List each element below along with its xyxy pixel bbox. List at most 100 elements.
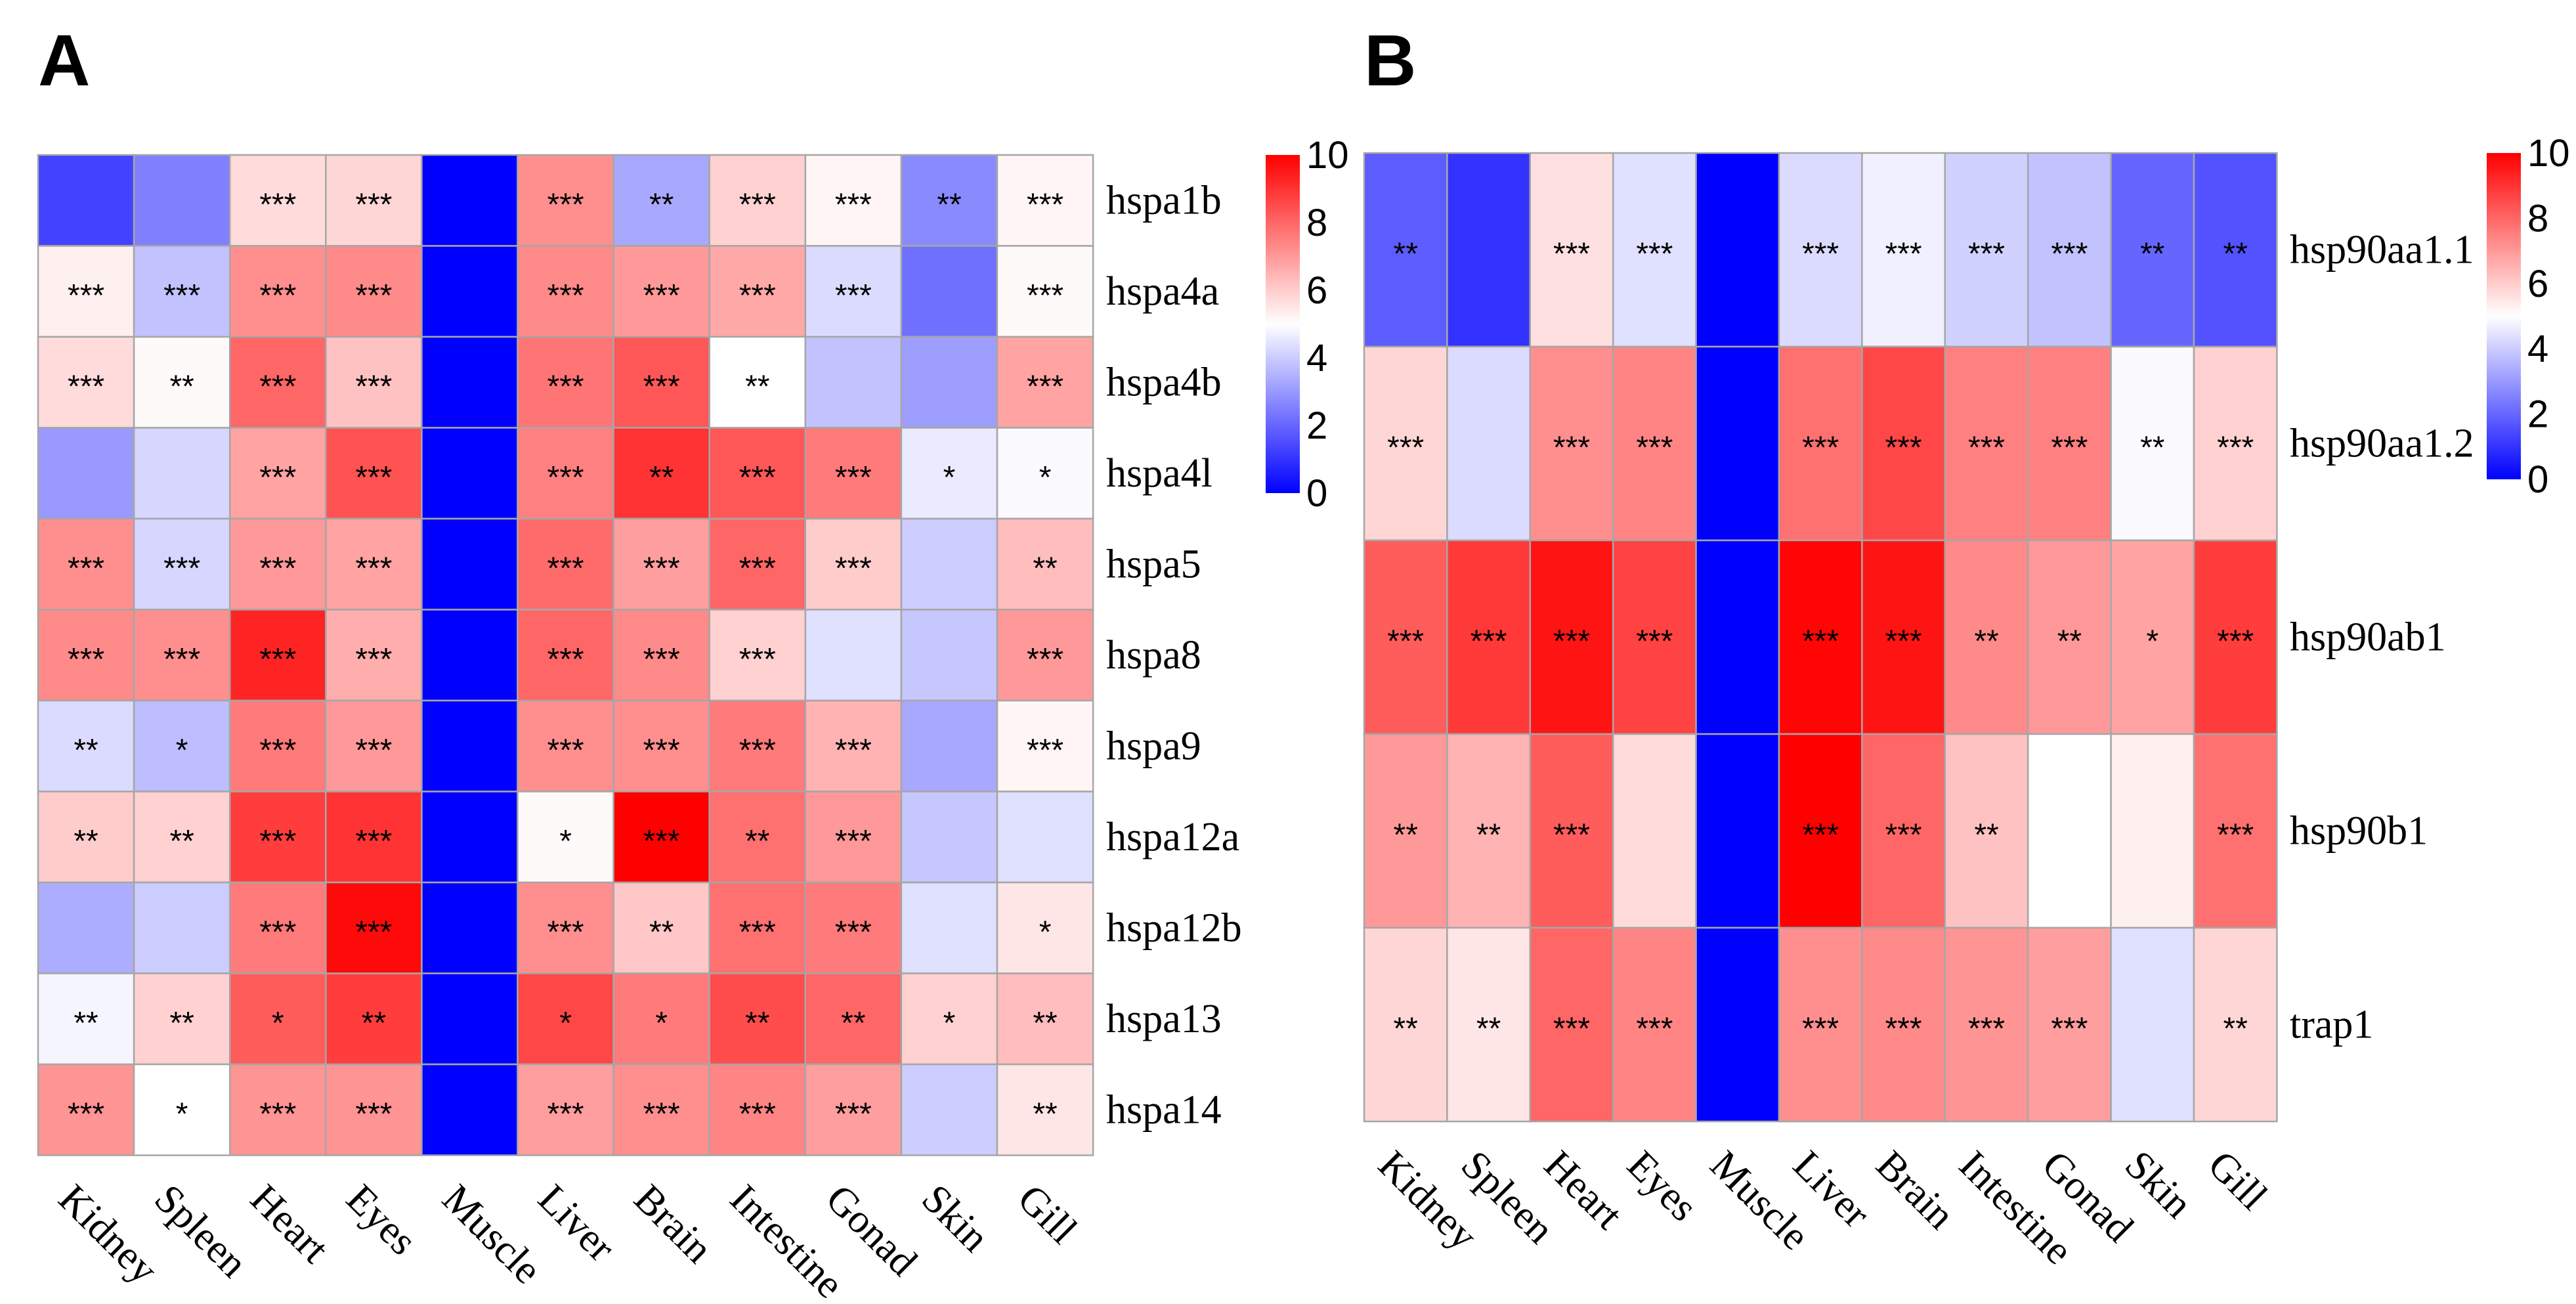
heatmap-cell-hspa14-kidney [37,1063,135,1156]
heatmap-cell-hspa13-eyes [325,972,423,1066]
column-label-gill: Gill [2199,1142,2275,1219]
significance-mark: *** [1027,642,1063,677]
significance-mark: *** [643,551,680,586]
heatmap-cell-hspa9-gill [996,699,1094,793]
significance-mark: *** [643,369,680,404]
panel-b-heatmap: B ** *** *** *** *** *** *** ** ***** *** *** *** **… [1363,20,2570,1273]
significance-mark: ** [362,1006,386,1041]
significance-mark: ** [74,1006,98,1041]
heatmap-cell-hspa5-brain [612,517,710,611]
significance-mark: *** [1968,237,2005,272]
heatmap-cell-hspa4b-brain [612,336,710,429]
heatmap-cell-hsp90aa1-1-heart [1529,152,1614,348]
heatmap-cell-hspa13-spleen [133,972,231,1066]
significance-mark: *** [835,824,872,859]
heatmap-cell-hspa4a-gonad [804,245,903,338]
heatmap-cell-hspa4l-muscle [421,427,519,520]
significance-mark: *** [1387,431,1424,466]
heatmap-cell-hsp90b1-liver [1778,733,1863,929]
heatmap-cell-hspa1b-kidney [37,154,135,247]
column-label-spleen: Spleen [146,1176,255,1286]
row-label-hspa4a: hspa4a [1106,269,1219,314]
heatmap-cell-hspa4a-skin [900,245,998,338]
heatmap-cell-hspa4b-kidney [37,336,135,429]
row-label-hsp90aa1-2: hsp90aa1.2 [2290,422,2474,466]
significance-mark: *** [1553,431,1590,466]
significance-mark: ** [841,1006,865,1041]
heatmap-cell-hspa4b-skin [900,336,998,429]
heatmap-cell-hspa1b-eyes [325,154,423,247]
heatmap-cell-hspa13-gonad [804,972,903,1066]
column-label-kidney: Kidney [50,1176,166,1292]
significance-mark: *** [68,551,104,586]
significance-mark: *** [1387,624,1424,659]
heatmap-cell-hspa12a-gonad [804,791,903,884]
heatmap-cell-hspa9-eyes [325,699,423,793]
heatmap-cell-hspa14-spleen [133,1063,231,1156]
significance-mark: ** [74,824,98,859]
heatmap-cell-hspa4b-eyes [325,336,423,429]
significance-mark: *** [547,187,584,222]
column-label-eyes: Eyes [337,1176,425,1263]
significance-mark: *** [835,915,872,949]
heatmap-cell-hspa1b-gill [996,154,1094,247]
heatmap-cell-hsp90b1-gonad [2027,733,2112,929]
significance-mark: *** [739,642,776,677]
significance-mark: *** [163,551,200,586]
heatmap-cell-hspa14-gill [996,1063,1094,1156]
heatmap-cell-hsp90ab1-liver [1778,539,1863,735]
heatmap-cell-hspa4l-brain [612,427,710,520]
heatmap-cell-hspa8-eyes [325,609,423,702]
heatmap-cell-hspa1b-heart [228,154,327,247]
row-label-hspa9: hspa9 [1106,724,1201,768]
significance-mark: *** [1885,624,1922,659]
significance-mark: *** [259,369,296,404]
significance-mark: *** [1885,431,1922,466]
heatmap-cell-hspa4l-liver [517,427,614,520]
heatmap-cell-hsp90ab1-skin [2110,539,2195,735]
significance-mark: * [1039,915,1052,949]
significance-mark: *** [163,278,200,313]
significance-mark: *** [355,824,392,859]
heatmap-cell-trap1-muscle [1695,926,1780,1123]
significance-mark: *** [259,551,296,586]
significance-mark: *** [547,1097,584,1131]
heatmap-cell-hspa12b-gonad [804,881,903,974]
significance-mark: * [176,1097,188,1131]
significance-mark: *** [355,915,392,949]
significance-mark: ** [1394,818,1418,853]
significance-mark: ** [649,187,674,222]
significance-mark: *** [2217,818,2254,853]
significance-mark: *** [259,187,296,222]
heatmap-cell-hsp90b1-skin [2110,733,2195,929]
heatmap-cell-hspa4l-gonad [804,427,903,520]
significance-mark: *** [355,1097,392,1131]
heatmap-cell-hspa8-skin [900,609,998,702]
heatmap-cell-trap1-eyes [1612,926,1697,1123]
row-label-hspa4b: hspa4b [1106,360,1222,404]
row-label-hspa1b: hspa1b [1106,178,1222,223]
significance-mark: *** [739,187,776,222]
row-label-trap1: trap1 [2290,1003,2373,1047]
significance-mark: * [1039,460,1052,495]
heatmap-cell-hspa8-liver [517,609,614,702]
column-label-brain: Brain [1868,1142,1963,1238]
heatmap-cell-hsp90ab1-kidney [1363,539,1448,735]
heatmap-cell-trap1-brain [1861,926,1946,1123]
heatmap-cell-hspa5-eyes [325,517,423,611]
significance-mark: *** [547,460,584,495]
significance-mark: *** [259,824,296,859]
colorbar-tick-label: 6 [2527,263,2548,305]
heatmap-cell-hsp90aa1-1-eyes [1612,152,1697,348]
heatmap-cell-hspa9-skin [900,699,998,793]
heatmap-cell-hsp90ab1-gonad [2027,539,2112,735]
significance-mark: *** [163,642,200,677]
heatmap-cell-hspa13-intestine [708,972,807,1066]
heatmap-cell-hspa12b-kidney [37,881,135,974]
significance-mark: *** [2051,1012,2088,1047]
heatmap-cell-hspa9-muscle [421,699,519,793]
significance-mark: *** [1968,1012,2005,1047]
heatmap-cell-hspa4l-kidney [37,427,135,520]
heatmap-cell-hspa1b-muscle [421,154,519,247]
